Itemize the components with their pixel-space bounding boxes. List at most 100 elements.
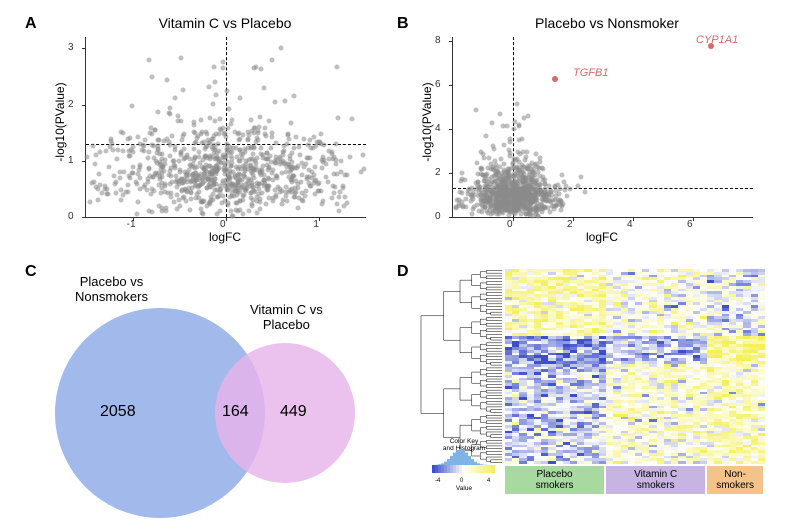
data-point xyxy=(107,165,112,170)
data-point xyxy=(316,188,321,193)
data-point xyxy=(192,120,197,125)
data-point xyxy=(493,202,498,207)
data-point xyxy=(534,209,539,214)
panel-b-xlabel: logFC xyxy=(452,230,752,244)
data-point xyxy=(279,201,284,206)
data-point xyxy=(501,143,506,148)
data-point xyxy=(272,100,277,105)
data-point xyxy=(191,129,196,134)
x-tick: 1 xyxy=(313,219,319,230)
data-point xyxy=(341,184,346,189)
data-point xyxy=(163,189,168,194)
data-point xyxy=(546,205,551,210)
data-point xyxy=(312,164,317,169)
heatmap xyxy=(505,269,765,464)
data-point xyxy=(231,214,236,219)
data-point xyxy=(128,153,133,158)
data-point xyxy=(225,172,230,177)
data-point xyxy=(516,150,521,155)
data-point xyxy=(137,163,142,168)
data-point xyxy=(281,152,286,157)
data-point xyxy=(236,138,241,143)
data-point xyxy=(257,191,262,196)
data-point xyxy=(164,78,169,83)
data-point xyxy=(238,151,243,156)
heatmap-cell xyxy=(758,461,766,464)
data-point xyxy=(118,129,123,134)
highlight-point xyxy=(552,76,558,82)
data-point xyxy=(158,160,163,165)
data-point xyxy=(266,157,271,162)
data-point xyxy=(330,195,335,200)
data-point xyxy=(185,173,190,178)
data-point xyxy=(91,179,96,184)
data-point xyxy=(146,156,151,161)
data-point xyxy=(194,139,199,144)
panel-a-title: Vitamin C vs Placebo xyxy=(65,15,385,31)
data-point xyxy=(121,148,126,153)
data-point xyxy=(278,45,283,50)
data-point xyxy=(514,102,519,107)
x-tick: -1 xyxy=(127,219,136,230)
data-point xyxy=(483,134,488,139)
data-point xyxy=(250,203,255,208)
data-point xyxy=(319,165,324,170)
y-tick: 0 xyxy=(68,211,81,222)
data-point xyxy=(539,202,544,207)
data-point xyxy=(187,157,192,162)
data-point xyxy=(524,155,529,160)
data-point xyxy=(135,135,140,140)
data-point xyxy=(295,181,300,186)
svg-text:4: 4 xyxy=(487,478,491,484)
data-point xyxy=(215,195,220,200)
y-tick: 3 xyxy=(68,42,81,53)
data-point xyxy=(150,175,155,180)
volcano-b-plot: 024602468CYP1A1TGFB1 xyxy=(452,37,753,218)
data-point xyxy=(227,106,232,111)
data-point xyxy=(507,151,512,156)
data-point xyxy=(198,117,203,122)
data-point xyxy=(184,179,189,184)
data-point xyxy=(486,184,491,189)
data-point xyxy=(173,147,178,152)
data-point xyxy=(150,75,155,80)
data-point xyxy=(565,193,570,198)
data-point xyxy=(298,152,303,157)
data-point xyxy=(542,181,547,186)
data-point xyxy=(134,179,139,184)
data-point xyxy=(296,205,301,210)
data-point xyxy=(265,186,270,191)
y-tick: 6 xyxy=(435,79,448,90)
data-point xyxy=(230,160,235,165)
data-point xyxy=(208,184,213,189)
data-point xyxy=(311,172,316,177)
data-point xyxy=(345,201,350,206)
data-point xyxy=(261,172,266,177)
data-point xyxy=(203,153,208,158)
data-point xyxy=(192,156,197,161)
data-point xyxy=(292,145,297,150)
data-point xyxy=(339,170,344,175)
data-point xyxy=(114,157,119,162)
x-tick: 2 xyxy=(567,219,573,230)
x-tick: 0 xyxy=(220,219,226,230)
data-point xyxy=(168,105,173,110)
y-tick: 0 xyxy=(435,211,448,222)
y-tick: 4 xyxy=(435,123,448,134)
data-point xyxy=(558,197,563,202)
data-point xyxy=(227,180,232,185)
data-point xyxy=(505,174,510,179)
data-point xyxy=(197,174,202,179)
data-point xyxy=(255,156,260,161)
data-point xyxy=(221,65,226,70)
data-point xyxy=(125,137,130,142)
group-label: Non-smokers xyxy=(707,466,763,494)
data-point xyxy=(496,169,501,174)
data-point xyxy=(222,198,227,203)
data-point xyxy=(327,149,332,154)
data-point xyxy=(486,177,491,182)
data-point xyxy=(579,175,584,180)
data-point xyxy=(527,173,532,178)
volcano-a-plot: -1010123 xyxy=(85,37,366,218)
data-point xyxy=(541,166,546,171)
